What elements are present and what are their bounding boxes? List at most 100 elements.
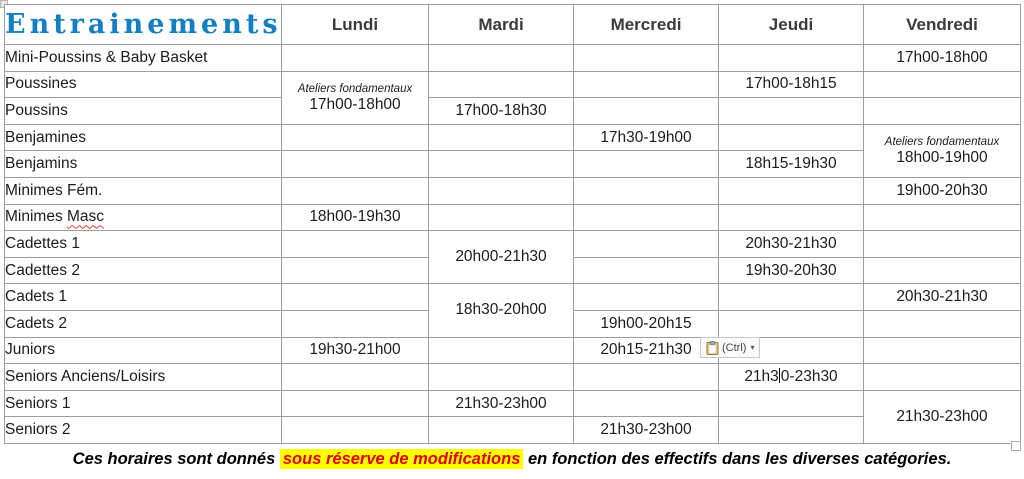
category-cell[interactable]: Poussines — [4, 70, 282, 99]
schedule-cell[interactable] — [718, 203, 864, 232]
schedule-cell[interactable] — [281, 256, 429, 285]
schedule-cell[interactable] — [573, 150, 719, 178]
category-cell[interactable]: Benjamins — [4, 150, 282, 178]
schedule-cell[interactable] — [428, 336, 574, 365]
schedule-cell[interactable] — [573, 256, 719, 285]
category-cell[interactable]: Mini-Poussins & Baby Basket — [4, 44, 282, 72]
schedule-cell[interactable] — [863, 309, 1021, 338]
schedule-cell[interactable] — [718, 97, 864, 125]
schedule-cell[interactable] — [573, 389, 719, 418]
schedule-cell[interactable] — [281, 44, 429, 72]
schedule-cell[interactable] — [573, 70, 719, 99]
schedule-cell[interactable] — [718, 123, 864, 152]
category-cell[interactable]: Minimes Fém. — [4, 176, 282, 205]
schedule-cell[interactable] — [863, 70, 1021, 99]
schedule-cell[interactable] — [281, 176, 429, 205]
category-cell[interactable]: Cadettes 2 — [4, 256, 282, 285]
category-cell[interactable]: Seniors Anciens/Loisirs — [4, 363, 282, 391]
schedule-cell[interactable]: 21h30-23h00 — [573, 416, 719, 444]
footer-note[interactable]: Ces horaires sont donnés sous réserve de… — [0, 448, 1024, 470]
schedule-cell[interactable]: 19h00-20h15 — [573, 309, 719, 338]
schedule-cell[interactable]: 17h00-18h30 — [428, 97, 574, 125]
category-cell[interactable]: Seniors 1 — [4, 389, 282, 418]
page-title[interactable]: Entrainements — [4, 4, 282, 45]
schedule-cell[interactable] — [428, 203, 574, 232]
schedule-cell[interactable]: 18h00-19h30 — [281, 203, 429, 232]
schedule-cell[interactable] — [281, 150, 429, 178]
time-text: 17h00-18h00 — [309, 95, 401, 113]
schedule-cell[interactable] — [428, 123, 574, 152]
category-cell[interactable]: Seniors 2 — [4, 416, 282, 444]
schedule-cell[interactable] — [281, 416, 429, 444]
schedule-cell[interactable] — [428, 70, 574, 99]
category-cell[interactable]: Poussins — [4, 97, 282, 125]
schedule-cell[interactable]: 20h15-21h30 — [573, 336, 719, 365]
schedule-cell[interactable] — [428, 44, 574, 72]
schedule-cell[interactable] — [428, 176, 574, 205]
time-text: 21h3 — [744, 367, 779, 385]
schedule-cell[interactable]: 21h30-23h00 — [428, 389, 574, 418]
schedule-cell[interactable] — [863, 336, 1021, 365]
schedule-cell[interactable] — [863, 363, 1021, 391]
schedule-cell[interactable] — [428, 416, 574, 444]
schedule-cell[interactable]: 20h30-21h30 — [718, 230, 864, 258]
time-text: 0-23h30 — [780, 367, 838, 385]
table-row: Seniors Anciens/Loisirs 21h3 0-23h30 — [4, 363, 1021, 391]
table-resize-handle[interactable] — [1011, 441, 1021, 451]
schedule-cell[interactable]: 17h00-18h15 — [718, 70, 864, 99]
schedule-cell[interactable] — [573, 97, 719, 125]
category-cell[interactable]: Cadets 2 — [4, 309, 282, 338]
schedule-cell[interactable]: 19h30-21h00 — [281, 336, 429, 365]
schedule-cell[interactable] — [573, 283, 719, 311]
header-mardi[interactable]: Mardi — [428, 4, 574, 45]
header-mercredi[interactable]: Mercredi — [573, 4, 719, 45]
schedule-cell[interactable] — [281, 389, 429, 418]
schedule-cell-merged[interactable]: Ateliers fondamentaux 18h00-19h00 — [863, 123, 1021, 178]
schedule-cell[interactable] — [718, 176, 864, 205]
schedule-cell[interactable] — [863, 256, 1021, 285]
schedule-cell[interactable] — [281, 230, 429, 258]
schedule-cell[interactable]: 19h00-20h30 — [863, 176, 1021, 205]
schedule-cell[interactable]: 20h30-21h30 — [863, 283, 1021, 311]
schedule-cell-merged[interactable]: 21h30-23h00 — [863, 389, 1021, 444]
schedule-cell[interactable]: 17h00-18h00 — [863, 44, 1021, 72]
schedule-cell[interactable] — [718, 44, 864, 72]
category-cell[interactable]: Cadets 1 — [4, 283, 282, 311]
schedule-cell[interactable] — [573, 44, 719, 72]
schedule-cell[interactable] — [863, 97, 1021, 125]
header-vendredi[interactable]: Vendredi — [863, 4, 1021, 45]
schedule-cell[interactable]: 19h30-20h30 — [718, 256, 864, 285]
time-text: 18h00-19h00 — [896, 148, 988, 166]
schedule-cell[interactable] — [863, 230, 1021, 258]
category-cell[interactable]: Cadettes 1 — [4, 230, 282, 258]
schedule-cell[interactable]: 18h15-19h30 — [718, 150, 864, 178]
schedule-cell[interactable] — [281, 283, 429, 311]
schedule-cell[interactable] — [428, 363, 574, 391]
schedule-cell[interactable] — [281, 363, 429, 391]
category-cell[interactable]: Juniors — [4, 336, 282, 365]
workshop-note: Ateliers fondamentaux — [297, 82, 413, 95]
schedule-cell-merged[interactable]: 20h00-21h30 — [428, 230, 574, 285]
schedule-cell[interactable] — [863, 203, 1021, 232]
schedule-cell[interactable] — [573, 363, 719, 391]
schedule-cell[interactable] — [718, 389, 864, 418]
schedule-cell[interactable] — [428, 150, 574, 178]
header-jeudi[interactable]: Jeudi — [718, 4, 864, 45]
header-lundi[interactable]: Lundi — [281, 4, 429, 45]
schedule-cell[interactable] — [573, 203, 719, 232]
schedule-cell[interactable]: 21h3 0-23h30 — [718, 363, 864, 391]
schedule-cell-merged[interactable]: 18h30-20h00 — [428, 283, 574, 338]
schedule-cell-merged[interactable]: Ateliers fondamentaux 17h00-18h00 — [281, 70, 429, 125]
schedule-cell[interactable] — [281, 309, 429, 338]
table-row: Poussins 17h00-18h30 — [4, 97, 1021, 125]
schedule-cell[interactable] — [718, 309, 864, 338]
schedule-cell[interactable] — [573, 230, 719, 258]
category-cell[interactable]: Benjamines — [4, 123, 282, 152]
schedule-cell[interactable] — [718, 416, 864, 444]
paste-options-button[interactable]: (Ctrl) ▾ — [700, 337, 761, 358]
schedule-cell[interactable] — [718, 283, 864, 311]
schedule-cell[interactable] — [573, 176, 719, 205]
schedule-cell[interactable]: 17h30-19h00 — [573, 123, 719, 152]
category-cell[interactable]: Minimes Masc — [4, 203, 282, 232]
schedule-cell[interactable] — [281, 123, 429, 152]
